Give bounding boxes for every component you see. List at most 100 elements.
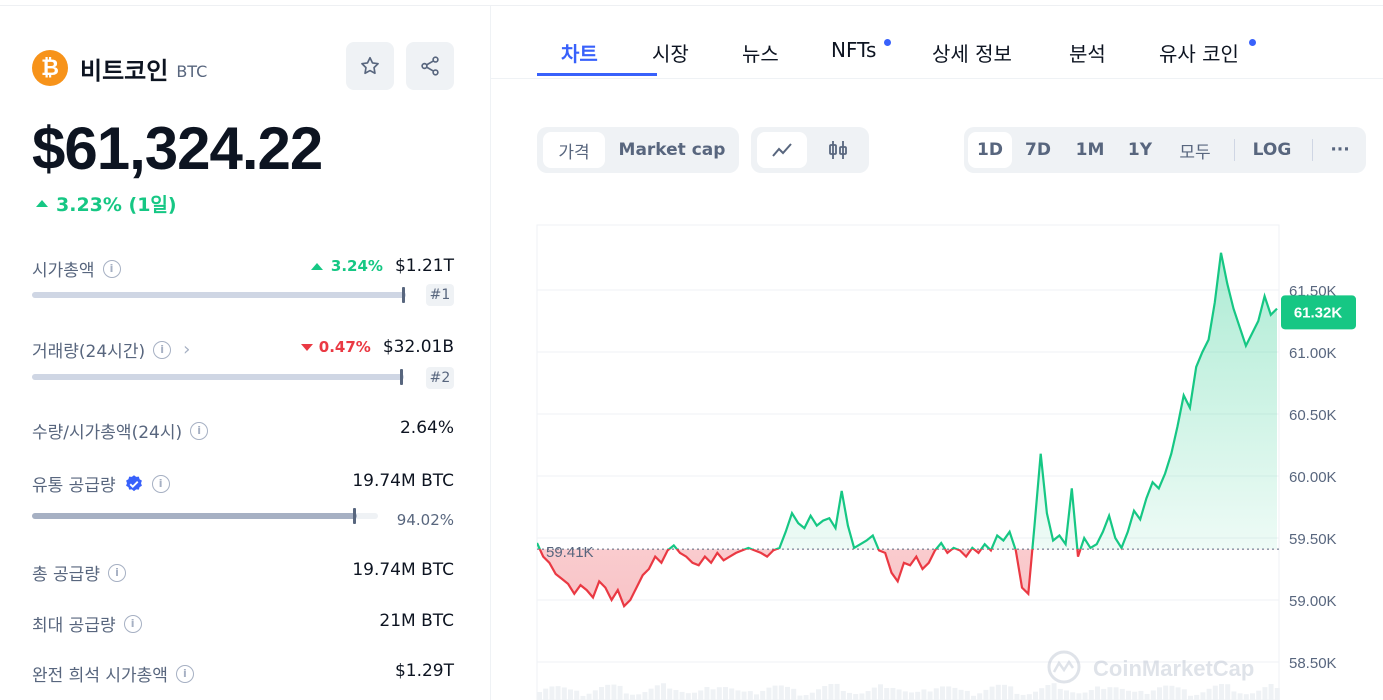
tab-markets[interactable]: 시장	[652, 42, 689, 66]
tab-analysis[interactable]: 분석	[1069, 42, 1106, 66]
volume-bar	[537, 692, 542, 700]
market-cap-value: $1.21T	[394, 256, 454, 276]
grid-lines	[537, 289, 1279, 663]
caret-up-icon	[310, 262, 323, 270]
range-all[interactable]: 모두	[1179, 142, 1211, 163]
volume-bar	[958, 689, 964, 700]
toggle-market-cap[interactable]: Market cap	[618, 140, 726, 160]
toggle-price[interactable]: 가격	[543, 132, 605, 168]
volume-bar	[1132, 691, 1138, 700]
volume-bar	[1082, 692, 1088, 700]
info-icon[interactable]: i	[153, 340, 172, 359]
volume-bar	[896, 689, 902, 700]
range-1y[interactable]: 1Y	[1127, 140, 1153, 160]
volume-bar	[704, 686, 710, 700]
chart-type-toggle: 가격 Market cap	[537, 127, 739, 173]
volume-bar	[735, 690, 741, 700]
volume-bar	[785, 686, 790, 700]
volume-bar	[747, 691, 753, 700]
volume-bar	[580, 695, 586, 700]
line-chart-button[interactable]	[757, 132, 807, 168]
volume-bar	[834, 683, 840, 700]
volume-bar	[1144, 693, 1150, 700]
volume-bar	[555, 686, 561, 700]
volume-bar	[623, 693, 629, 700]
volume-bar	[1231, 691, 1237, 700]
total-supply-label: 총 공급량	[32, 565, 100, 585]
range-7d[interactable]: 7D	[1025, 140, 1051, 160]
market-cap-rank-badge: #1	[426, 284, 454, 306]
chevron-right-icon[interactable]: ›	[183, 339, 191, 360]
volume-bar	[617, 685, 623, 700]
volume-bar	[543, 688, 549, 700]
info-icon[interactable]: i	[190, 421, 209, 440]
volume-bar	[1033, 691, 1038, 700]
volume-bar	[561, 687, 567, 700]
price-line-up	[537, 252, 1278, 550]
log-scale-button[interactable]: LOG	[1252, 140, 1292, 160]
y-tick-label: 60.50K	[1289, 407, 1337, 424]
volume-bar	[1219, 684, 1224, 700]
market-cap-label: 시가총액	[32, 261, 95, 281]
candlestick-button[interactable]	[813, 132, 863, 168]
volume-bar	[692, 692, 697, 700]
volume-bar	[1008, 686, 1014, 700]
volume-bar	[853, 694, 859, 700]
volume-bar	[946, 686, 952, 700]
volume-bar	[754, 694, 759, 700]
volume-bar	[723, 687, 728, 700]
volume-bar	[586, 693, 592, 700]
watchlist-star-button[interactable]	[346, 42, 394, 90]
chart-panel: 차트 시장 뉴스 NFTs 상세 정보 분석 유사 코인 가격 Market c…	[491, 6, 1383, 700]
tab-news[interactable]: 뉴스	[742, 42, 779, 66]
info-icon[interactable]: i	[151, 474, 170, 493]
max-supply-value: 21M BTC	[379, 611, 454, 631]
volume-bar	[1262, 687, 1268, 700]
volume-bar	[766, 687, 772, 700]
line-chart-icon	[772, 143, 792, 157]
volume-bar	[791, 688, 797, 700]
range-1m[interactable]: 1M	[1075, 140, 1105, 160]
share-button[interactable]	[406, 42, 454, 90]
volume-bar	[859, 693, 865, 700]
tab-details[interactable]: 상세 정보	[932, 42, 1012, 66]
volume-bar	[847, 692, 852, 700]
volume-bar	[1064, 690, 1069, 700]
volume-label: 거래량(24시간)	[32, 342, 146, 362]
volume-bar	[964, 690, 970, 700]
volume-bar	[1274, 688, 1280, 700]
volume-change-text: 0.47%	[318, 338, 371, 356]
more-options-button[interactable]: ···	[1330, 140, 1350, 160]
volume-bar	[760, 690, 766, 700]
volume-bar	[673, 689, 679, 700]
bitcoin-logo-icon: ₿	[32, 50, 68, 86]
volume-bar	[915, 691, 921, 700]
y-tick-label: 60.00K	[1289, 469, 1337, 486]
range-1d[interactable]: 1D	[968, 132, 1012, 168]
volume-bar	[1212, 685, 1218, 700]
tab-nfts[interactable]: NFTs	[831, 38, 877, 62]
volume-bar	[1169, 685, 1175, 700]
y-tick-label: 59.50K	[1289, 531, 1337, 548]
volume-bar	[890, 687, 896, 700]
volume-bar	[909, 692, 914, 700]
volume-bar	[1237, 693, 1243, 700]
info-icon[interactable]: i	[107, 563, 126, 582]
volume-bar	[716, 687, 722, 700]
stat-fdv: 완전 희석 시가총액 i $1.29T	[32, 661, 454, 691]
volume-bar	[778, 685, 784, 700]
area-up	[537, 252, 1277, 550]
divider	[1312, 139, 1313, 161]
tab-chart[interactable]: 차트	[561, 42, 598, 66]
volume-bar	[679, 691, 685, 700]
info-icon[interactable]: i	[123, 614, 142, 633]
volume-bar	[1225, 684, 1231, 700]
volume-bar	[1002, 684, 1007, 700]
volume-bar	[592, 690, 598, 700]
info-icon[interactable]: i	[175, 664, 194, 683]
volume-bar	[1101, 688, 1107, 700]
tab-similar-coins[interactable]: 유사 코인	[1159, 42, 1239, 66]
current-price-badge: 61.32K	[1281, 295, 1356, 330]
info-icon[interactable]: i	[102, 259, 121, 278]
volume-bar	[1119, 688, 1125, 700]
